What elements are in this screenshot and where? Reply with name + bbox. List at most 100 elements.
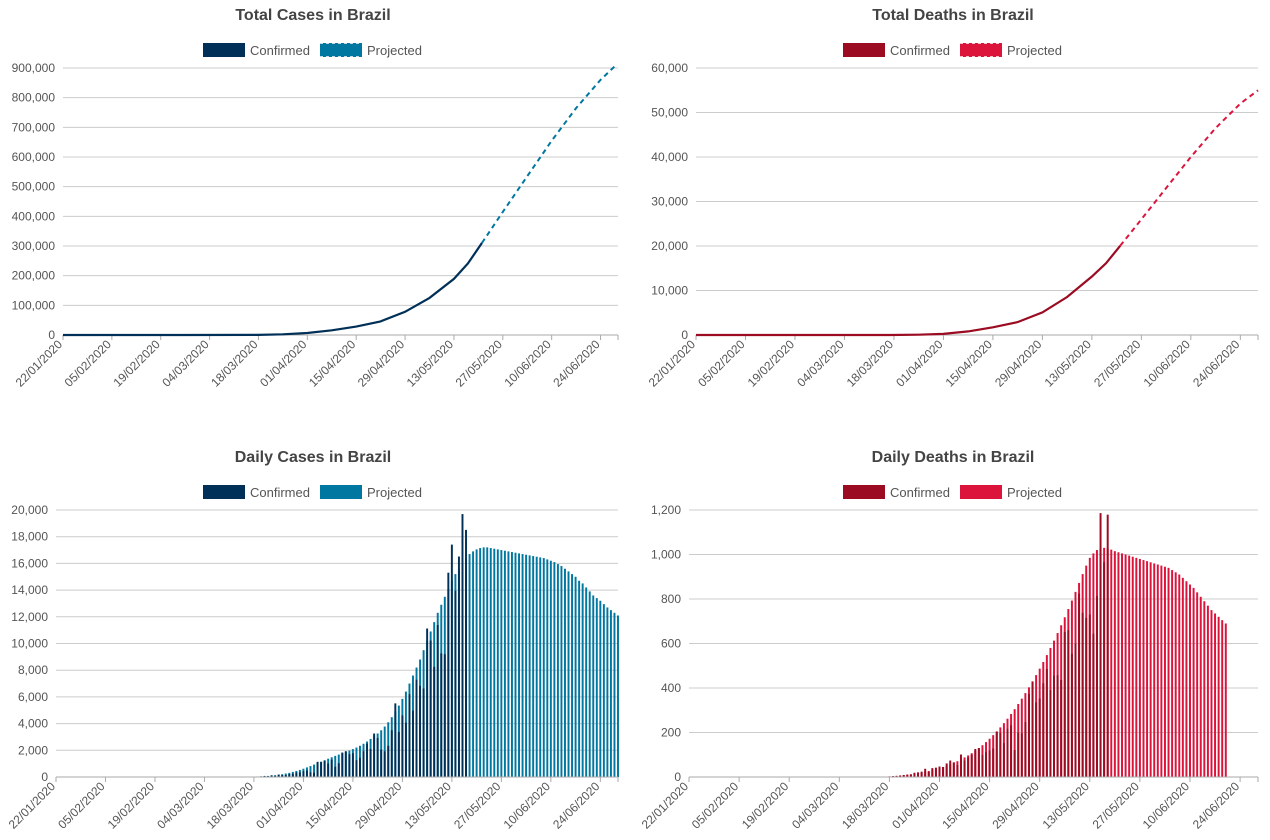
- series-bars-projected: [884, 547, 1227, 778]
- bar-projected: [599, 600, 602, 777]
- y-tick-label: 700,000: [12, 120, 56, 134]
- x-tick-label: 18/03/2020: [844, 337, 897, 390]
- bar-confirmed: [383, 751, 386, 777]
- bar-projected: [602, 604, 605, 777]
- y-tick-label: 60,000: [651, 61, 688, 75]
- y-tick-label: 1,200: [651, 503, 681, 517]
- bar-projected: [1142, 560, 1145, 777]
- bar-projected: [1221, 620, 1224, 777]
- bar-confirmed: [390, 730, 393, 777]
- bar-projected: [468, 554, 471, 777]
- bar-confirmed: [1020, 733, 1023, 777]
- x-tick-label: 04/03/2020: [789, 779, 842, 832]
- bar-projected: [1167, 567, 1170, 777]
- x-tick-label: 19/02/2020: [739, 779, 792, 832]
- bar-confirmed: [284, 775, 287, 777]
- x-tick-label: 01/04/2020: [893, 337, 946, 390]
- y-tick-label: 600: [661, 637, 681, 651]
- bar-confirmed: [931, 768, 934, 777]
- bar-confirmed: [291, 773, 294, 777]
- bar-confirmed: [327, 763, 330, 777]
- bar-confirmed: [974, 748, 977, 777]
- x-tick-label: 15/04/2020: [306, 337, 359, 390]
- bar-confirmed: [305, 770, 308, 777]
- bar-confirmed: [380, 749, 383, 777]
- series-line-confirmed: [696, 245, 1122, 337]
- bar-confirmed: [376, 738, 379, 777]
- y-tick-label: 900,000: [12, 61, 56, 75]
- bar-confirmed: [348, 754, 351, 777]
- bar-confirmed: [408, 694, 411, 777]
- bar-confirmed: [1045, 669, 1048, 777]
- bar-confirmed: [281, 775, 284, 777]
- bar-confirmed: [429, 640, 432, 777]
- legend-swatch-projected-dash: [320, 42, 362, 58]
- bar-confirmed: [952, 762, 955, 777]
- bar-projected: [518, 553, 520, 777]
- bar-projected: [1163, 566, 1166, 777]
- bar-confirmed: [995, 731, 998, 777]
- bar-projected: [606, 607, 609, 777]
- bar-confirmed: [422, 688, 425, 777]
- bar-projected: [1206, 605, 1209, 777]
- y-tick-label: 8,000: [18, 663, 48, 677]
- bar-confirmed: [419, 685, 422, 777]
- x-tick-label: 22/01/2020: [639, 779, 692, 832]
- bar-confirmed: [934, 767, 937, 777]
- chart-legend: Confirmed Projected: [203, 42, 422, 58]
- x-tick-label: 24/06/2020: [1190, 779, 1243, 832]
- bar-confirmed: [1002, 743, 1005, 777]
- y-tick-label: 50,000: [651, 106, 688, 120]
- legend-swatch-confirmed: [203, 43, 245, 57]
- bar-projected: [489, 548, 492, 777]
- bar-projected: [539, 557, 542, 777]
- bar-projected: [613, 612, 616, 777]
- bar-confirmed: [1081, 612, 1084, 777]
- bar-confirmed: [355, 760, 358, 777]
- y-tick-label: 20,000: [11, 503, 48, 517]
- x-tick-label: 01/04/2020: [253, 779, 306, 832]
- bar-confirmed: [274, 775, 277, 777]
- bar-projected: [595, 598, 598, 777]
- bar-confirmed: [1056, 675, 1059, 777]
- y-tick-label: 200: [661, 726, 681, 740]
- x-tick-label: 18/03/2020: [204, 779, 257, 832]
- legend-swatch-projected: [320, 43, 362, 57]
- y-tick-label: 600,000: [12, 150, 56, 164]
- bar-projected: [482, 547, 485, 777]
- x-tick-label: 05/02/2020: [62, 337, 115, 390]
- daily-cases-chart: Daily Cases in Brazil Confirmed Projected 0…: [6, 449, 619, 832]
- x-tick-label: 05/02/2020: [695, 337, 748, 390]
- bar-confirmed: [288, 774, 291, 777]
- x-tick-label: 29/04/2020: [355, 337, 408, 390]
- bar-confirmed: [457, 556, 460, 777]
- x-tick-label: 27/05/2020: [1091, 337, 1144, 390]
- bar-confirmed: [1049, 690, 1052, 777]
- bar-confirmed: [461, 514, 464, 777]
- bar-confirmed: [1063, 631, 1066, 777]
- bar-confirmed: [373, 733, 376, 777]
- y-tick-label: 400: [661, 681, 681, 695]
- y-tick-label: 800: [661, 592, 681, 606]
- bar-projected: [514, 552, 517, 777]
- bar-projected: [1196, 592, 1199, 777]
- x-tick-label: 22/01/2020: [6, 779, 59, 832]
- bar-confirmed: [263, 775, 266, 777]
- bar-projected: [1156, 564, 1159, 777]
- bar-projected: [571, 574, 574, 777]
- bar-confirmed: [1070, 653, 1073, 777]
- bar-projected: [1210, 610, 1213, 778]
- bar-confirmed: [401, 715, 404, 777]
- chart-title: Total Cases in Brazil: [235, 7, 390, 24]
- bar-confirmed: [988, 750, 991, 777]
- x-tick-label: 10/06/2020: [1140, 779, 1193, 832]
- bar-confirmed: [316, 761, 319, 777]
- bar-projected: [1013, 709, 1016, 777]
- bar-confirmed: [359, 757, 361, 777]
- bar-projected: [503, 550, 506, 777]
- bar-confirmed: [362, 751, 365, 777]
- bar-confirmed: [366, 743, 369, 777]
- y-tick-label: 20,000: [651, 239, 688, 253]
